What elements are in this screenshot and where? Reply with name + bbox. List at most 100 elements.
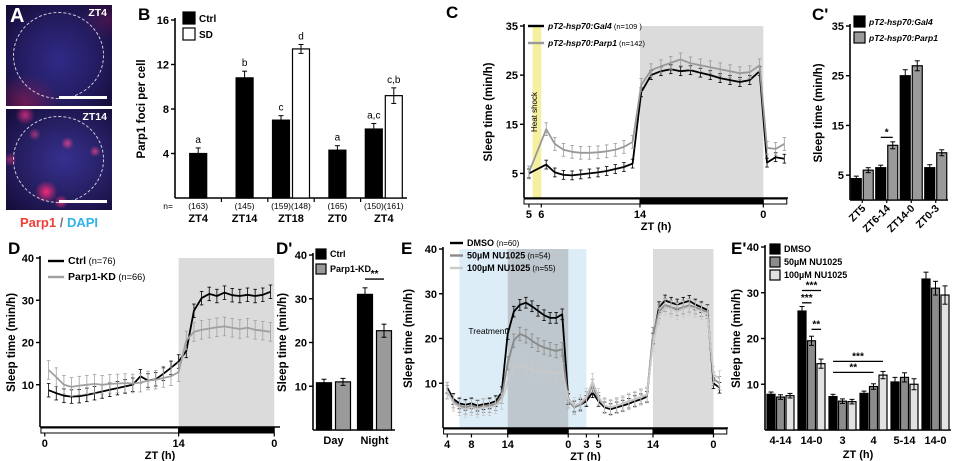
svg-text:a: a	[335, 133, 341, 144]
svg-text:14: 14	[634, 209, 647, 221]
caption-dapi: DAPI	[66, 215, 99, 230]
svg-text:10: 10	[747, 379, 759, 391]
svg-text:30: 30	[22, 295, 34, 307]
svg-text:***: ***	[852, 351, 864, 362]
svg-text:Sleep time (min/h): Sleep time (min/h)	[277, 293, 289, 392]
parp1-kd-sleep-bar-chart: 10 20 30 40 Sleep time (min/h) Day Night ** Ctrl…	[277, 248, 395, 447]
svg-text:(165): (165)	[327, 201, 347, 211]
svg-text:14: 14	[173, 438, 186, 450]
svg-text:**: **	[812, 319, 820, 330]
panel-c-label: C	[446, 3, 459, 22]
svg-text:(150)(161): (150)(161)	[364, 201, 404, 211]
svg-text:pT2-hsp70:Gal4: pT2-hsp70:Gal4	[868, 17, 933, 27]
svg-text:Heat shock: Heat shock	[530, 91, 539, 132]
svg-text:Ctrl: Ctrl	[199, 14, 216, 25]
svg-text:3: 3	[839, 435, 845, 447]
zt14-tag: ZT14	[82, 111, 107, 123]
parp1-kd-sleep-line-chart: 10 20 30 40 Sleep time (min/h) 0 14 0 ZT (h) Ctrl…	[6, 253, 280, 461]
svg-text:0: 0	[271, 438, 277, 450]
svg-text:(159)(148): (159)(148)	[271, 201, 311, 211]
svg-text:Ctrl: Ctrl	[330, 249, 346, 259]
svg-text:10: 10	[425, 378, 437, 390]
svg-text:Sleep time (min/h): Sleep time (min/h)	[731, 289, 743, 388]
svg-text:35: 35	[832, 21, 844, 33]
nu1025-sleep-line-chart: Treatment 10 20 30 40 Sleep time (min/h) 4 8 14 0…	[403, 238, 728, 461]
svg-text:40: 40	[22, 253, 34, 265]
svg-text:40: 40	[425, 244, 437, 256]
svg-text:ZT (h): ZT (h)	[570, 451, 601, 461]
svg-text:ZT (h): ZT (h)	[641, 221, 672, 233]
panel-ep-label: E'	[731, 239, 747, 258]
svg-text:100µM NU1025: 100µM NU1025	[784, 270, 847, 280]
svg-text:DMSO: DMSO	[784, 244, 811, 254]
svg-text:pT2-hsp70:Parp1 (n=142): pT2-hsp70:Parp1 (n=142)	[547, 38, 646, 48]
svg-text:50µM NU1025 (n=54): 50µM NU1025 (n=54)	[467, 251, 551, 261]
scale-bar	[59, 199, 107, 203]
svg-text:Ctrl (n=76): Ctrl (n=76)	[68, 255, 116, 267]
svg-text:5: 5	[595, 439, 601, 451]
svg-text:30: 30	[425, 289, 437, 301]
svg-text:ZT (h): ZT (h)	[145, 450, 176, 461]
svg-text:DMSO (n=60): DMSO (n=60)	[467, 238, 520, 248]
scale-bar	[59, 95, 107, 99]
svg-text:14-0: 14-0	[800, 435, 822, 447]
svg-text:*: *	[885, 127, 889, 138]
svg-text:n=: n=	[163, 201, 173, 211]
svg-text:ZT (h): ZT (h)	[843, 449, 874, 461]
svg-text:4-14: 4-14	[769, 435, 792, 447]
svg-text:Sleep time (min/h): Sleep time (min/h)	[403, 289, 415, 388]
svg-text:ZT4: ZT4	[374, 213, 394, 225]
svg-text:25: 25	[832, 71, 844, 83]
svg-text:Parp1-KD (n=66): Parp1-KD (n=66)	[68, 271, 145, 283]
svg-text:ZT14-0: ZT14-0	[885, 203, 918, 236]
svg-text:Sleep time (min/h): Sleep time (min/h)	[483, 62, 495, 161]
svg-text:a: a	[195, 135, 201, 146]
svg-text:14: 14	[502, 439, 515, 451]
svg-text:ZT0: ZT0	[328, 213, 348, 225]
nucleus-outline-icon	[13, 12, 105, 99]
svg-text:ZT14: ZT14	[232, 213, 259, 225]
svg-text:40: 40	[747, 242, 759, 254]
svg-text:ZT18: ZT18	[278, 213, 304, 225]
svg-text:ZT4: ZT4	[188, 213, 208, 225]
svg-text:15: 15	[832, 120, 844, 132]
svg-text:***: ***	[801, 293, 813, 304]
svg-text:5-14: 5-14	[893, 435, 916, 447]
svg-text:Parp1 foci per cell: Parp1 foci per cell	[136, 59, 148, 158]
svg-text:d: d	[298, 31, 304, 42]
svg-text:Treatment: Treatment	[468, 326, 507, 336]
svg-text:a,c: a,c	[367, 110, 380, 121]
svg-text:4: 4	[444, 439, 451, 451]
caption-slash: /	[56, 215, 67, 230]
svg-text:Parp1-KD: Parp1-KD	[330, 264, 372, 274]
svg-text:30: 30	[747, 288, 759, 300]
svg-text:100µM NU1025 (n=55): 100µM NU1025 (n=55)	[467, 263, 556, 273]
svg-text:pT2-hsp70:Parp1: pT2-hsp70:Parp1	[868, 33, 938, 43]
panel-cp-label: C'	[812, 5, 829, 24]
svg-text:20: 20	[295, 338, 307, 350]
svg-text:20: 20	[425, 334, 437, 346]
svg-text:3: 3	[583, 439, 589, 451]
svg-text:4: 4	[163, 149, 170, 161]
svg-text:50µM NU1025: 50µM NU1025	[784, 257, 842, 267]
svg-text:8: 8	[468, 439, 474, 451]
svg-text:b: b	[242, 58, 248, 69]
panel-dp-label: D'	[276, 239, 293, 258]
svg-text:14-0: 14-0	[924, 435, 946, 447]
nucleus-outline-icon	[13, 116, 105, 203]
svg-text:0: 0	[710, 439, 716, 451]
svg-text:SD: SD	[199, 30, 213, 41]
micrograph-zt4: A ZT4	[6, 5, 112, 106]
svg-text:16: 16	[157, 15, 169, 27]
svg-text:8: 8	[163, 104, 169, 116]
panel-b-label: B	[138, 5, 151, 24]
panel-a: A ZT4 ZT14 Parp1 / DAPI	[6, 5, 112, 230]
svg-text:c,b: c,b	[387, 75, 401, 86]
svg-text:20: 20	[747, 334, 759, 346]
svg-text:c: c	[279, 103, 284, 114]
svg-text:12: 12	[157, 60, 169, 72]
svg-text:Day: Day	[323, 435, 344, 447]
